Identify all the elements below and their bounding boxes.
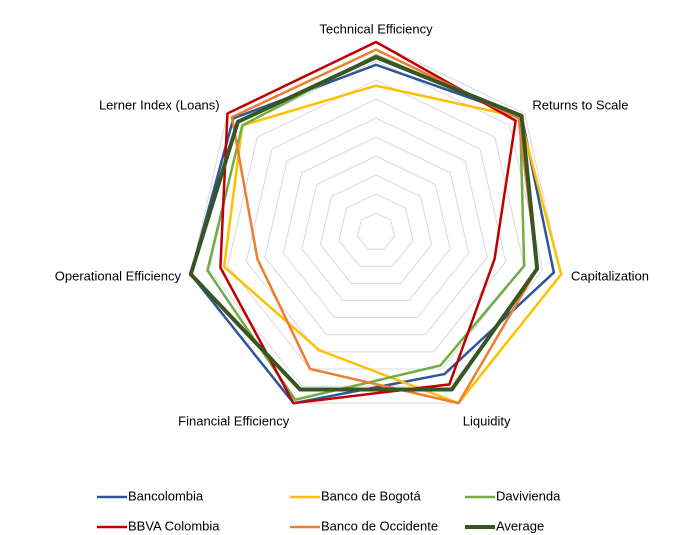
axis-label: Financial Efficiency — [178, 413, 290, 428]
legend-label: Bancolombia — [128, 488, 204, 503]
grid-ring — [227, 79, 525, 370]
legend-label: Banco de Bogotá — [321, 488, 422, 503]
grid-ring — [282, 136, 470, 319]
axis-label: Returns to Scale — [532, 97, 628, 112]
grid-ring — [264, 117, 488, 336]
grid-ring — [338, 193, 414, 267]
grid-ring — [356, 212, 396, 250]
axis-label: Technical Efficiency — [319, 21, 433, 36]
axis-label: Capitalization — [571, 268, 649, 283]
legend-label: Average — [496, 518, 544, 533]
series-line — [222, 84, 563, 405]
legend-label: Davivienda — [496, 488, 561, 503]
grid-ring — [319, 174, 433, 284]
axis-label: Liquidity — [463, 413, 511, 428]
axis-label: Operational Efficiency — [55, 268, 182, 283]
series-line — [188, 55, 540, 392]
grid-ring — [190, 41, 562, 404]
grid-ring — [245, 98, 507, 353]
series-line — [219, 40, 517, 405]
series-line — [230, 48, 539, 405]
legend-label: Banco de Occidente — [321, 518, 438, 533]
legend-label: BBVA Colombia — [128, 518, 220, 533]
grid-ring — [301, 155, 451, 301]
axis-label: Lerner Index (Loans) — [99, 97, 220, 112]
